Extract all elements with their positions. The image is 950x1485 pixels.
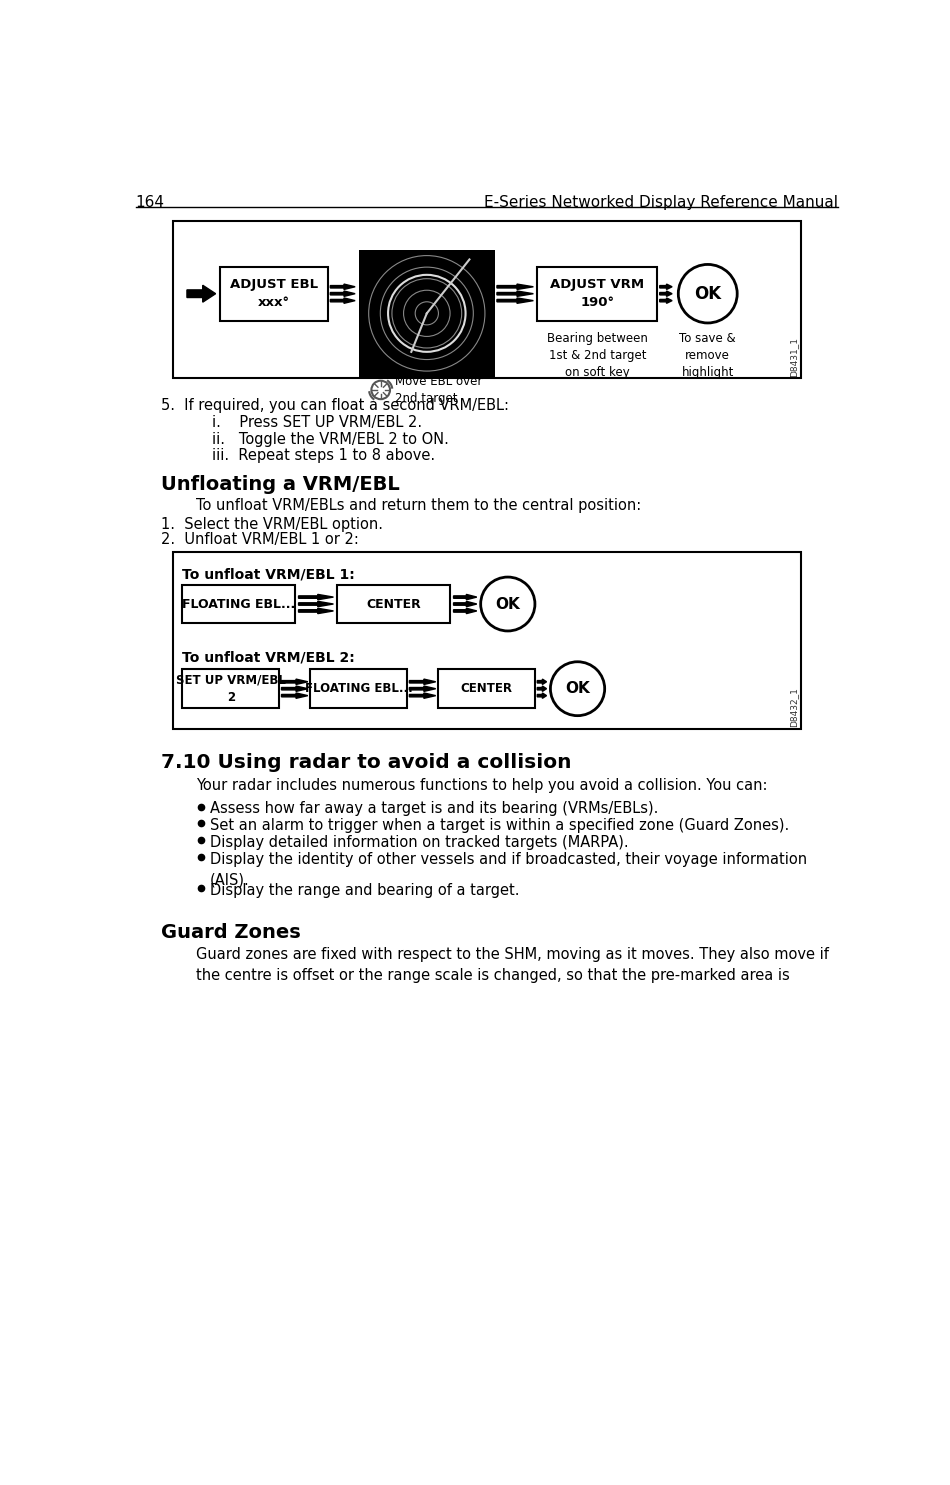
Text: FLOATING EBL...: FLOATING EBL...: [305, 682, 412, 695]
Polygon shape: [409, 686, 436, 692]
Text: Unfloating a VRM/EBL: Unfloating a VRM/EBL: [162, 475, 400, 493]
Text: To unfloat VRM/EBLs and return them to the central position:: To unfloat VRM/EBLs and return them to t…: [197, 497, 641, 512]
Text: To save &
remove
highlight: To save & remove highlight: [679, 333, 736, 379]
Polygon shape: [298, 594, 333, 600]
Text: ADJUST VRM
190°: ADJUST VRM 190°: [550, 278, 644, 309]
Text: Your radar includes numerous functions to help you avoid a collision. You can:: Your radar includes numerous functions t…: [197, 778, 768, 793]
Text: Guard Zones: Guard Zones: [162, 922, 301, 941]
FancyBboxPatch shape: [310, 670, 407, 708]
Text: Assess how far away a target is and its bearing (VRMs/EBLs).: Assess how far away a target is and its …: [210, 800, 658, 817]
Text: Display the range and bearing of a target.: Display the range and bearing of a targe…: [210, 882, 520, 898]
Text: D8432_1: D8432_1: [789, 688, 798, 728]
Text: 1.  Select the VRM/EBL option.: 1. Select the VRM/EBL option.: [162, 517, 384, 532]
Polygon shape: [298, 609, 333, 613]
Text: D8431_1: D8431_1: [789, 337, 798, 377]
Text: iii.  Repeat steps 1 to 8 above.: iii. Repeat steps 1 to 8 above.: [212, 448, 435, 463]
Text: CENTER: CENTER: [366, 597, 421, 610]
Polygon shape: [298, 601, 333, 607]
Text: To unfloat VRM/EBL 1:: To unfloat VRM/EBL 1:: [182, 567, 355, 581]
Text: CENTER: CENTER: [461, 682, 512, 695]
Polygon shape: [281, 686, 308, 692]
Text: ii.   Toggle the VRM/EBL 2 to ON.: ii. Toggle the VRM/EBL 2 to ON.: [212, 432, 448, 447]
Text: OK: OK: [565, 682, 590, 696]
FancyBboxPatch shape: [359, 249, 495, 377]
Text: Guard zones are fixed with respect to the SHM, moving as it moves. They also mov: Guard zones are fixed with respect to th…: [197, 947, 829, 983]
Text: SET UP VRM/EBL
2: SET UP VRM/EBL 2: [176, 674, 286, 704]
FancyBboxPatch shape: [538, 267, 657, 321]
Polygon shape: [659, 298, 672, 303]
Text: Set an alarm to trigger when a target is within a specified zone (Guard Zones).: Set an alarm to trigger when a target is…: [210, 818, 789, 833]
Polygon shape: [453, 601, 477, 607]
FancyBboxPatch shape: [219, 267, 328, 321]
Text: 5.  If required, you can float a second VRM/EBL:: 5. If required, you can float a second V…: [162, 398, 509, 413]
Text: Bearing between
1st & 2nd target
on soft key: Bearing between 1st & 2nd target on soft…: [547, 333, 648, 379]
Text: Display detailed information on tracked targets (MARPA).: Display detailed information on tracked …: [210, 835, 629, 849]
FancyBboxPatch shape: [173, 221, 801, 379]
Text: E-Series Networked Display Reference Manual: E-Series Networked Display Reference Man…: [484, 195, 838, 211]
Text: 164: 164: [136, 195, 164, 211]
FancyBboxPatch shape: [173, 551, 801, 729]
Polygon shape: [409, 679, 436, 685]
Polygon shape: [331, 291, 355, 297]
FancyBboxPatch shape: [337, 585, 449, 624]
Polygon shape: [331, 284, 355, 290]
Text: OK: OK: [496, 597, 521, 612]
Polygon shape: [409, 693, 436, 698]
Polygon shape: [281, 693, 308, 698]
Text: To unfloat VRM/EBL 2:: To unfloat VRM/EBL 2:: [182, 650, 355, 664]
FancyBboxPatch shape: [182, 670, 279, 708]
Text: 7.10 Using radar to avoid a collision: 7.10 Using radar to avoid a collision: [162, 753, 572, 772]
Polygon shape: [281, 679, 308, 685]
Polygon shape: [538, 679, 546, 685]
Text: FLOATING EBL...: FLOATING EBL...: [181, 597, 295, 610]
FancyBboxPatch shape: [182, 585, 294, 624]
Polygon shape: [497, 291, 533, 297]
Text: OK: OK: [694, 285, 721, 303]
Polygon shape: [497, 298, 533, 303]
Polygon shape: [497, 284, 533, 290]
Polygon shape: [538, 686, 546, 692]
Polygon shape: [659, 284, 672, 290]
Polygon shape: [453, 594, 477, 600]
Polygon shape: [659, 291, 672, 297]
Text: ADJUST EBL
xxx°: ADJUST EBL xxx°: [230, 278, 318, 309]
Text: Move EBL over
2nd target: Move EBL over 2nd target: [394, 374, 482, 405]
Polygon shape: [453, 609, 477, 613]
Text: i.    Press SET UP VRM/EBL 2.: i. Press SET UP VRM/EBL 2.: [212, 414, 422, 429]
Polygon shape: [187, 285, 216, 301]
Text: 2.  Unfloat VRM/EBL 1 or 2:: 2. Unfloat VRM/EBL 1 or 2:: [162, 533, 359, 548]
FancyBboxPatch shape: [438, 670, 535, 708]
Polygon shape: [538, 693, 546, 698]
Text: Display the identity of other vessels and if broadcasted, their voyage informati: Display the identity of other vessels an…: [210, 852, 808, 888]
Polygon shape: [331, 298, 355, 303]
